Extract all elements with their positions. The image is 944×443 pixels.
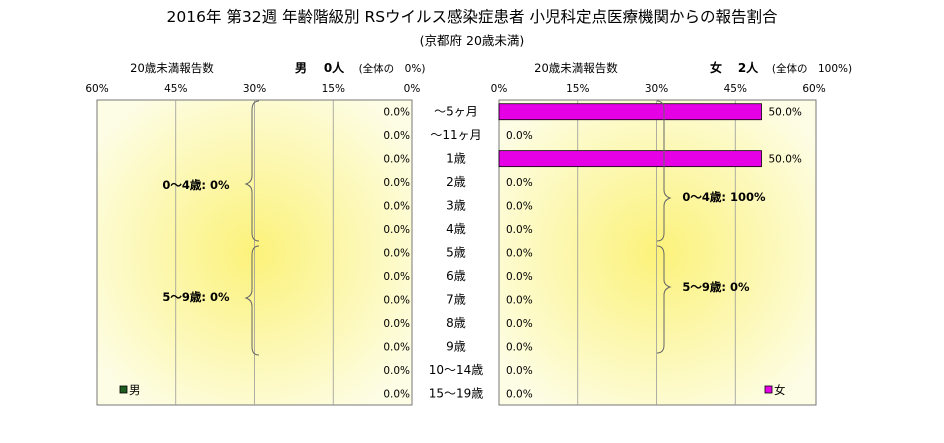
left-section-label: 20歳未満報告数 bbox=[130, 61, 214, 75]
male-value-label: 0.0% bbox=[383, 318, 410, 330]
left-tick-label: 60% bbox=[85, 83, 108, 95]
right-count: 2人 bbox=[738, 60, 759, 75]
female-value-label: 0.0% bbox=[506, 294, 533, 306]
legend-female-swatch bbox=[764, 385, 773, 394]
left-tick-label: 15% bbox=[322, 83, 345, 95]
male-value-label: 0.0% bbox=[383, 154, 410, 166]
right-sex-label: 女 bbox=[710, 60, 722, 75]
male-value-label: 0.0% bbox=[383, 201, 410, 213]
category-label: ～11ヶ月 bbox=[430, 128, 481, 142]
female-value-label: 0.0% bbox=[506, 201, 533, 213]
male-value-label: 0.0% bbox=[383, 248, 410, 260]
right-group-label-5-9: 5～9歳: 0% bbox=[682, 280, 750, 294]
left-brace-5-9 bbox=[244, 245, 260, 356]
category-label: 15～19歳 bbox=[429, 386, 484, 400]
male-value-label: 0.0% bbox=[383, 294, 410, 306]
category-label: 4歳 bbox=[446, 222, 466, 236]
female-bar bbox=[498, 103, 762, 121]
legend-female-label: 女 bbox=[774, 383, 786, 397]
right-tick-label: 15% bbox=[566, 83, 589, 95]
right-tick-label: 30% bbox=[645, 83, 668, 95]
legend-male-swatch bbox=[119, 385, 128, 394]
category-label: 2歳 bbox=[446, 175, 466, 189]
right-brace-5-9 bbox=[656, 245, 672, 354]
male-value-label: 0.0% bbox=[383, 107, 410, 119]
male-value-label: 0.0% bbox=[383, 130, 410, 142]
female-value-label: 0.0% bbox=[506, 341, 533, 353]
right-tick-label: 45% bbox=[724, 83, 747, 95]
legend-male-label: 男 bbox=[129, 383, 141, 397]
chart-subtitle: (京都府 20歳未満) bbox=[420, 33, 525, 48]
female-value-label: 0.0% bbox=[506, 177, 533, 189]
left-group-label-0-4: 0～4歳: 0% bbox=[162, 178, 230, 192]
female-value-label: 50.0% bbox=[769, 107, 802, 119]
chart-title: 2016年 第32週 年齢階級別 RSウイルス感染症患者 小児科定点医療機関から… bbox=[167, 8, 778, 26]
female-value-label: 50.0% bbox=[769, 154, 802, 166]
right-plot-area bbox=[498, 99, 817, 406]
category-label: 9歳 bbox=[446, 339, 466, 353]
female-value-label: 0.0% bbox=[506, 365, 533, 377]
category-label: 6歳 bbox=[446, 269, 466, 283]
left-tick-label: 30% bbox=[243, 83, 266, 95]
female-value-label: 0.0% bbox=[506, 224, 533, 236]
right-brace-0-4 bbox=[656, 100, 672, 242]
category-label: 10～14歳 bbox=[429, 363, 484, 377]
female-value-label: 0.0% bbox=[506, 130, 533, 142]
left-brace-0-4 bbox=[244, 100, 260, 242]
left-tick-label: 45% bbox=[164, 83, 187, 95]
category-label: 3歳 bbox=[446, 199, 466, 213]
male-value-label: 0.0% bbox=[383, 271, 410, 283]
male-value-label: 0.0% bbox=[383, 388, 410, 400]
female-value-label: 0.0% bbox=[506, 388, 533, 400]
male-value-label: 0.0% bbox=[383, 341, 410, 353]
female-bar bbox=[498, 150, 762, 168]
left-sex-label: 男 bbox=[295, 61, 307, 75]
right-tick-label: 60% bbox=[802, 83, 825, 95]
female-value-label: 0.0% bbox=[506, 271, 533, 283]
right-section-label: 20歳未満報告数 bbox=[534, 61, 618, 75]
category-label: 7歳 bbox=[446, 292, 466, 306]
category-label: 8歳 bbox=[446, 316, 466, 330]
left-group-label-5-9: 5～9歳: 0% bbox=[162, 290, 230, 304]
category-label: 5歳 bbox=[446, 246, 466, 260]
right-tick-label: 0% bbox=[491, 83, 508, 95]
male-value-label: 0.0% bbox=[383, 365, 410, 377]
category-label: ～5ヶ月 bbox=[434, 105, 478, 119]
male-value-label: 0.0% bbox=[383, 224, 410, 236]
right-share: (全体の 100%) bbox=[772, 62, 852, 75]
left-tick-label: 0% bbox=[404, 83, 421, 95]
female-value-label: 0.0% bbox=[506, 248, 533, 260]
left-count: 0人 bbox=[324, 60, 345, 75]
category-label: 1歳 bbox=[446, 152, 466, 166]
male-value-label: 0.0% bbox=[383, 177, 410, 189]
left-share: (全体の 0%) bbox=[359, 62, 426, 75]
female-value-label: 0.0% bbox=[506, 318, 533, 330]
right-group-label-0-4: 0～4歳: 100% bbox=[682, 190, 766, 204]
